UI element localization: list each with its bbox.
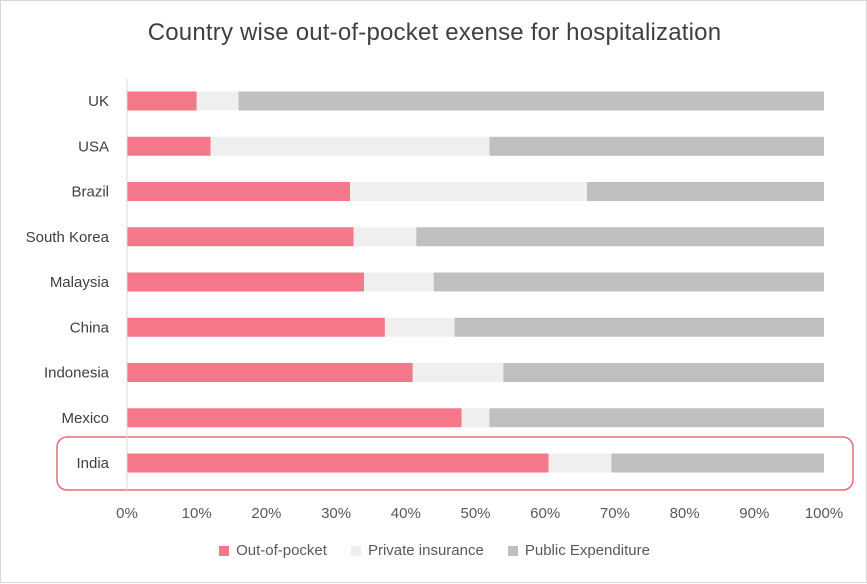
bar-private-insurance-usa <box>210 136 490 156</box>
legend-swatch <box>507 545 518 556</box>
bar-out-of-pocket-china <box>127 317 385 337</box>
bar-public-expenditure-india <box>611 453 824 473</box>
bar-out-of-pocket-uk <box>127 91 197 111</box>
x-tick-label: 80% <box>670 505 700 522</box>
bar-private-insurance-south-korea <box>353 227 417 247</box>
category-label-indonesia: Indonesia <box>44 365 110 382</box>
bar-private-insurance-malaysia <box>363 272 434 292</box>
bar-out-of-pocket-usa <box>127 136 211 156</box>
bar-private-insurance-uk <box>196 91 239 111</box>
bar-public-expenditure-malaysia <box>433 272 824 292</box>
bar-out-of-pocket-indonesia <box>127 363 413 382</box>
category-label-china: China <box>70 319 110 336</box>
legend: Out-of-pocket Private insurance Public Exp… <box>1 542 867 560</box>
bar-public-expenditure-usa <box>489 136 824 156</box>
bar-public-expenditure-china <box>454 317 824 337</box>
legend-swatch <box>219 545 230 556</box>
category-label-south-korea: South Korea <box>26 229 110 246</box>
legend-item: Out-of-pocket <box>219 542 327 559</box>
x-tick-label: 0% <box>116 505 138 522</box>
bar-out-of-pocket-malaysia <box>127 272 364 292</box>
bar-private-insurance-brazil <box>350 182 588 201</box>
category-label-uk: UK <box>88 93 109 110</box>
x-tick-label: 60% <box>530 505 560 522</box>
x-tick-label: 70% <box>600 505 630 522</box>
legend-label: Out-of-pocket <box>236 542 327 559</box>
legend-item: Public Expenditure <box>507 542 650 559</box>
bar-private-insurance-india <box>548 453 612 473</box>
category-label-usa: USA <box>78 138 109 155</box>
category-label-malaysia: Malaysia <box>50 274 110 291</box>
category-label-india: India <box>76 455 109 472</box>
bar-out-of-pocket-brazil <box>127 182 351 201</box>
bar-private-insurance-china <box>384 317 455 337</box>
bar-public-expenditure-south-korea <box>416 227 824 247</box>
bar-public-expenditure-mexico <box>489 408 824 428</box>
legend-item: Private insurance <box>350 542 484 559</box>
bar-out-of-pocket-south-korea <box>127 227 354 247</box>
chart-title: Country wise out-of-pocket exense for ho… <box>147 19 722 46</box>
bar-private-insurance-indonesia <box>412 363 504 382</box>
bar-public-expenditure-uk <box>238 91 824 111</box>
bar-private-insurance-mexico <box>461 408 490 428</box>
x-tick-label: 50% <box>460 505 490 522</box>
category-label-brazil: Brazil <box>71 184 109 201</box>
x-tick-label: 10% <box>182 505 212 522</box>
x-tick-label: 30% <box>321 505 351 522</box>
x-tick-label: 100% <box>805 505 843 522</box>
x-tick-label: 20% <box>251 505 281 522</box>
legend-label: Private insurance <box>367 542 484 559</box>
highlight-box <box>56 436 854 491</box>
x-tick-label: 40% <box>391 505 421 522</box>
x-tick-label: 90% <box>739 505 769 522</box>
legend-swatch <box>350 545 361 556</box>
bar-out-of-pocket-mexico <box>127 408 462 428</box>
bar-public-expenditure-brazil <box>587 182 824 201</box>
category-label-mexico: Mexico <box>61 410 109 427</box>
bar-public-expenditure-indonesia <box>503 363 824 382</box>
bar-out-of-pocket-india <box>127 453 549 473</box>
legend-label: Public Expenditure <box>524 542 650 559</box>
